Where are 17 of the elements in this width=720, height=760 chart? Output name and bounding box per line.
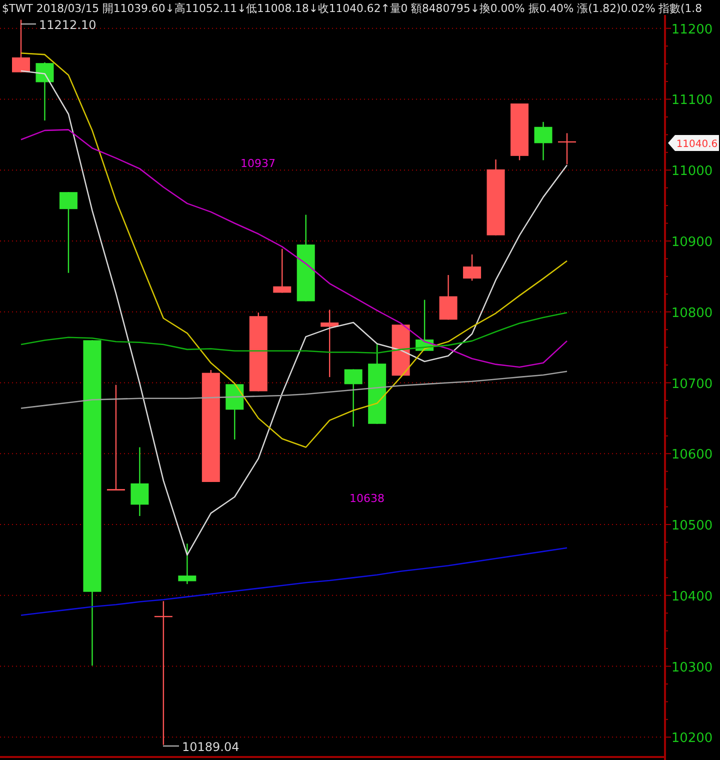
y-tick-label: 10800 xyxy=(671,306,713,321)
y-tick-label: 11000 xyxy=(671,164,713,180)
y-tick-label: 10600 xyxy=(671,448,713,463)
chart-title: $TWT 2018/03/15 開11039.60↓高11052.11↓低11008.18↓收11040.62↑量0 額8480795↓換0.00% 振0.40% 漲(1.82)0.02% 指數(1.8 xyxy=(2,2,710,15)
y-tick-label: 10200 xyxy=(671,731,713,746)
annotation: 10189.04 xyxy=(182,740,240,754)
annotation: 10937 xyxy=(240,157,276,170)
annotation: 11212.10 xyxy=(39,18,96,32)
y-tick-label: 11100 xyxy=(671,93,713,108)
y-tick-label: 10300 xyxy=(671,660,713,676)
y-tick-label: 10500 xyxy=(671,518,713,534)
y-tick-label: 10700 xyxy=(671,376,713,392)
price-tag: 11040.6 xyxy=(668,135,719,151)
y-tick-label: 10400 xyxy=(671,589,713,604)
annotation: 10638 xyxy=(350,492,384,505)
y-tick-label: 11200 xyxy=(671,22,713,38)
y-tick-label: 10900 xyxy=(671,234,713,250)
